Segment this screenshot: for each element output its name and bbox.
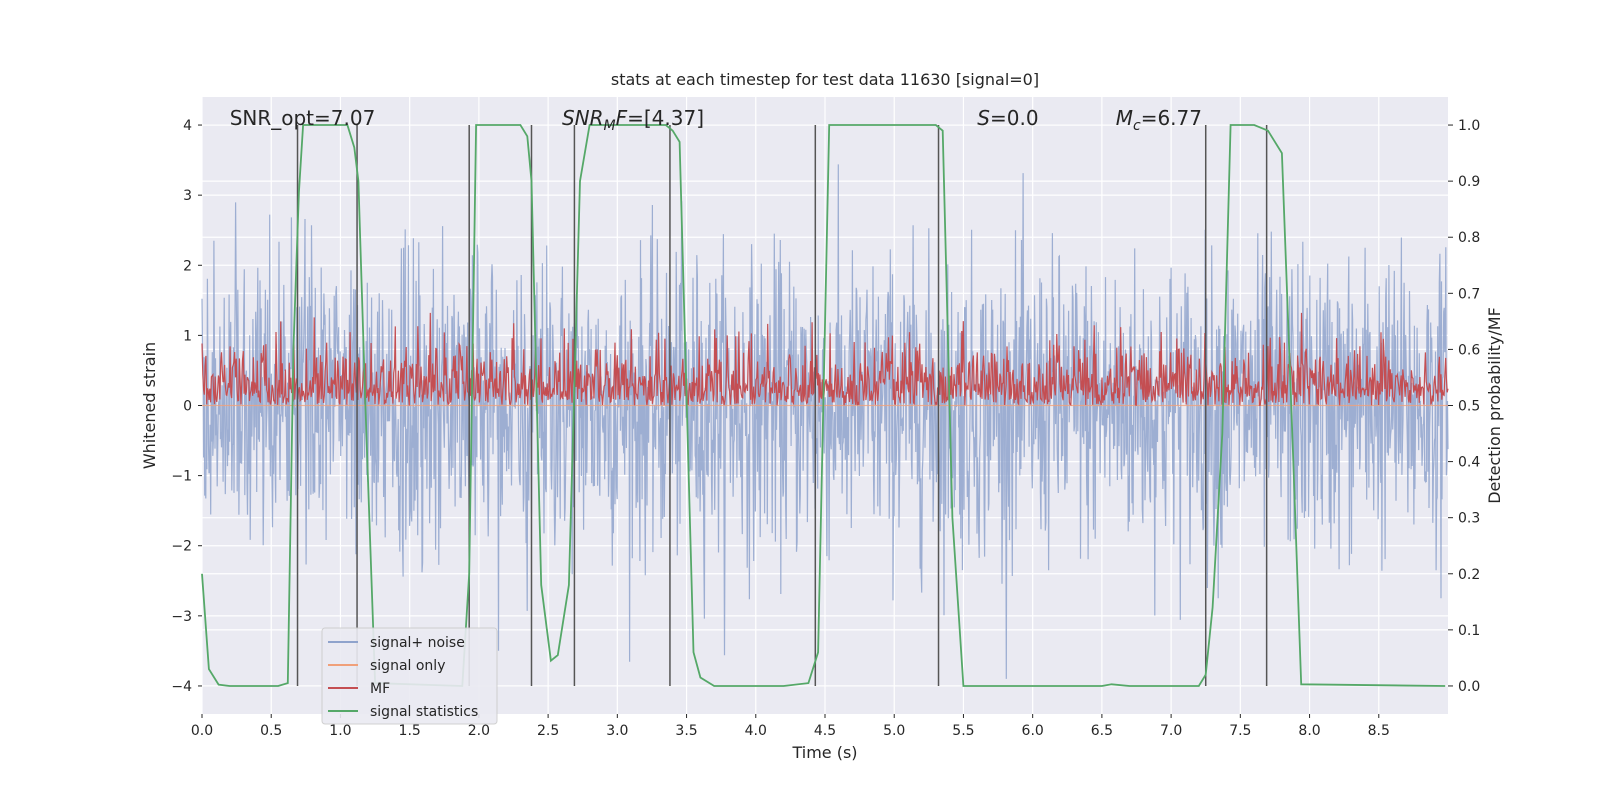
vertical-markers [296, 125, 1268, 686]
y2-tick-label: 0.5 [1458, 399, 1480, 415]
annotation-snr-mf: SNRMF=[4.37] [562, 106, 704, 134]
x-tick-label: 0.0 [191, 723, 213, 739]
y-axis-label: Whitened strain [140, 342, 159, 469]
legend: signal+ noise signal only MF signal statist… [321, 627, 498, 725]
x-tick-label: 6.0 [1022, 723, 1044, 739]
x-tick-label: 1.0 [329, 723, 351, 739]
series-signal-statistics-line [201, 124, 1446, 687]
x-tick-label: 8.0 [1298, 723, 1320, 739]
y2-tick-label: 1.0 [1458, 118, 1480, 134]
y-tick-label: 0 [183, 399, 192, 415]
y-tick-label: 4 [183, 118, 192, 134]
legend-label: signal statistics [370, 704, 478, 720]
y-tick-label: 3 [183, 188, 192, 204]
y2-tick-label: 0.0 [1458, 679, 1480, 695]
x-axis-label: Time (s) [791, 743, 857, 762]
y-tick-label: −1 [171, 469, 192, 485]
y2-tick-label: 0.7 [1458, 286, 1480, 302]
x-tick-label: 4.5 [814, 723, 836, 739]
series-mf-line [201, 312, 1449, 407]
x-tick-label: 5.0 [883, 723, 905, 739]
y-tick-label: −4 [171, 679, 192, 695]
y-tick-label: −3 [171, 609, 192, 625]
annotation-snr-opt: SNR_opt=7.07 [230, 106, 376, 130]
x-tick-label: 1.5 [399, 723, 421, 739]
x-tick-label: 6.5 [1091, 723, 1113, 739]
y2-tick-label: 0.9 [1458, 174, 1480, 190]
x-tick-label: 3.0 [606, 723, 628, 739]
legend-box [321, 627, 498, 725]
y2-tick-labels: 0.0 0.1 0.2 0.3 0.4 0.5 0.6 0.7 0.8 0.9 1.0 [1448, 118, 1480, 695]
legend-label: MF [370, 681, 390, 697]
y-tick-label: 2 [183, 258, 192, 274]
y2-tick-label: 0.2 [1458, 567, 1480, 583]
legend-label: signal only [370, 658, 445, 674]
x-tick-labels: 0.0 0.5 1.0 1.5 2.0 2.5 3.0 3.5 4.0 4.5 5.0 5.5 6.0 6… [191, 714, 1390, 739]
y-tick-label: −2 [171, 539, 192, 555]
y2-tick-label: 0.6 [1458, 342, 1480, 358]
legend-label: signal+ noise [370, 635, 465, 651]
x-tick-label: 5.5 [952, 723, 974, 739]
x-tick-label: 2.0 [468, 723, 490, 739]
x-tick-label: 2.5 [537, 723, 559, 739]
y2-tick-label: 0.1 [1458, 623, 1480, 639]
x-tick-label: 7.5 [1229, 723, 1251, 739]
chart-title: stats at each timestep for test data 116… [611, 70, 1039, 89]
x-tick-label: 7.0 [1160, 723, 1182, 739]
x-tick-label: 8.5 [1368, 723, 1390, 739]
x-tick-label: 4.0 [745, 723, 767, 739]
y2-tick-label: 0.3 [1458, 511, 1480, 527]
x-tick-label: 0.5 [260, 723, 282, 739]
y2-tick-label: 0.4 [1458, 455, 1480, 471]
x-tick-label: 3.5 [675, 723, 697, 739]
y-tick-labels: −4 −3 −2 −1 0 1 2 3 4 [171, 118, 202, 695]
annotation-mc: Mc=6.77 [1116, 106, 1202, 134]
annotation-s: S=0.0 [977, 106, 1038, 130]
y-tick-label: 1 [183, 328, 192, 344]
y2-axis-label: Detection probability/MF [1485, 307, 1504, 504]
y2-tick-label: 0.8 [1458, 230, 1480, 246]
